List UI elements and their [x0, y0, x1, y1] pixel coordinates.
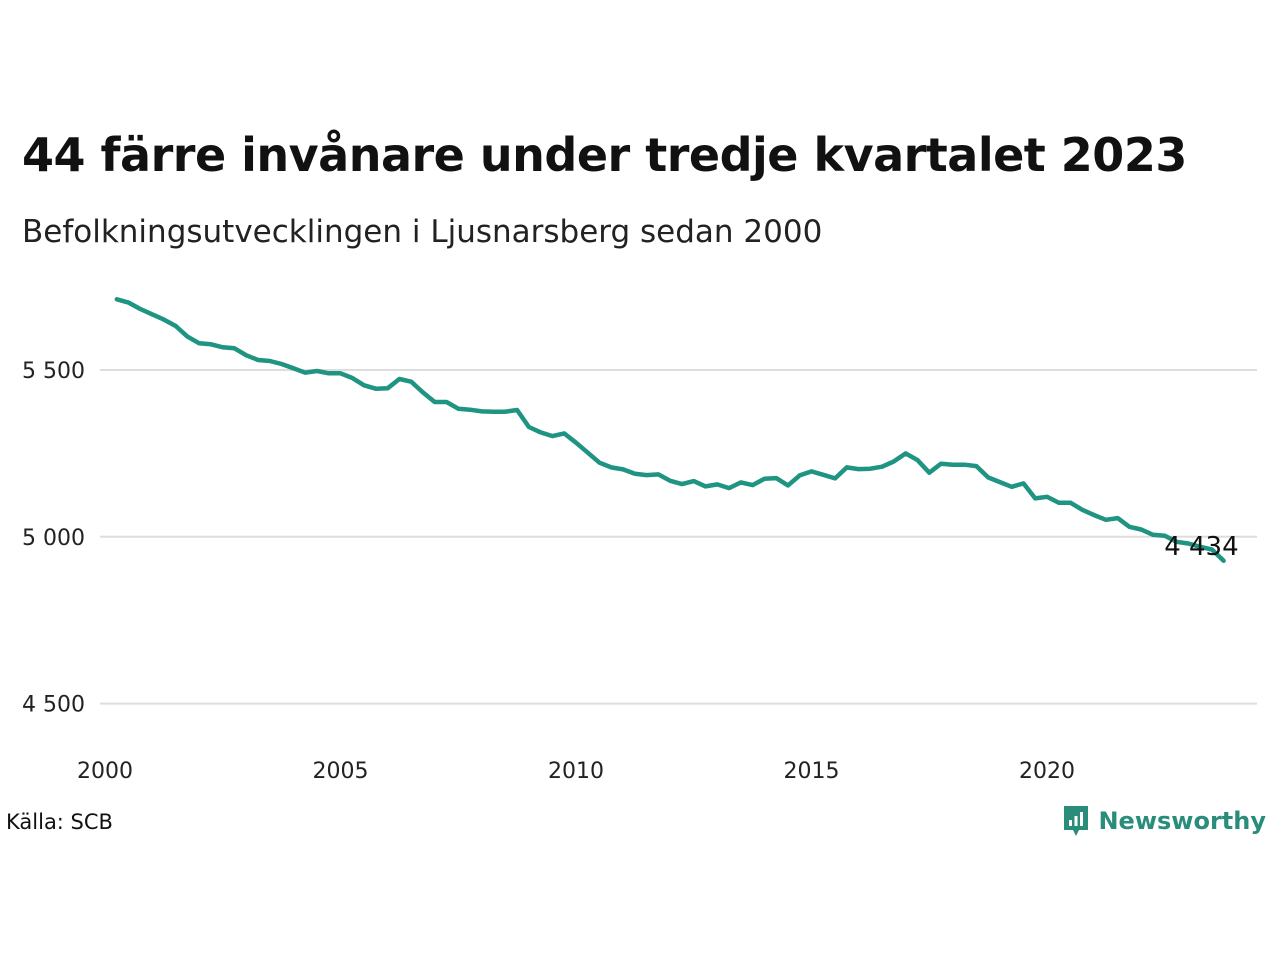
last-value-label: 4 434: [1164, 532, 1238, 562]
y-axis-ticks: 5 500 5 000 4 500: [22, 359, 85, 718]
x-tick-label: 2015: [784, 759, 840, 784]
brand-name: Newsworthy: [1098, 807, 1266, 835]
newsworthy-logo: Newsworthy: [1062, 804, 1266, 838]
chart-subtitle: Befolkningsutvecklingen i Ljusnarsberg s…: [22, 214, 823, 250]
x-tick-label: 2010: [548, 759, 604, 784]
grid-lines: [100, 369, 1257, 705]
x-tick-label: 2005: [313, 759, 369, 784]
x-tick-label: 2000: [77, 759, 133, 784]
chart-title: 44 färre invånare under tredje kvartalet…: [22, 128, 1187, 182]
x-tick-label: 2020: [1019, 759, 1075, 784]
x-axis-ticks: 2000 2005 2010 2015 2020: [77, 759, 1075, 784]
y-tick-label: 5 500: [22, 359, 85, 384]
newsworthy-logo-icon: [1064, 806, 1089, 836]
y-tick-label: 5 000: [22, 526, 85, 551]
population-line: [114, 297, 1226, 564]
y-tick-label: 4 500: [22, 693, 85, 718]
source-label: Källa: SCB: [6, 810, 113, 834]
